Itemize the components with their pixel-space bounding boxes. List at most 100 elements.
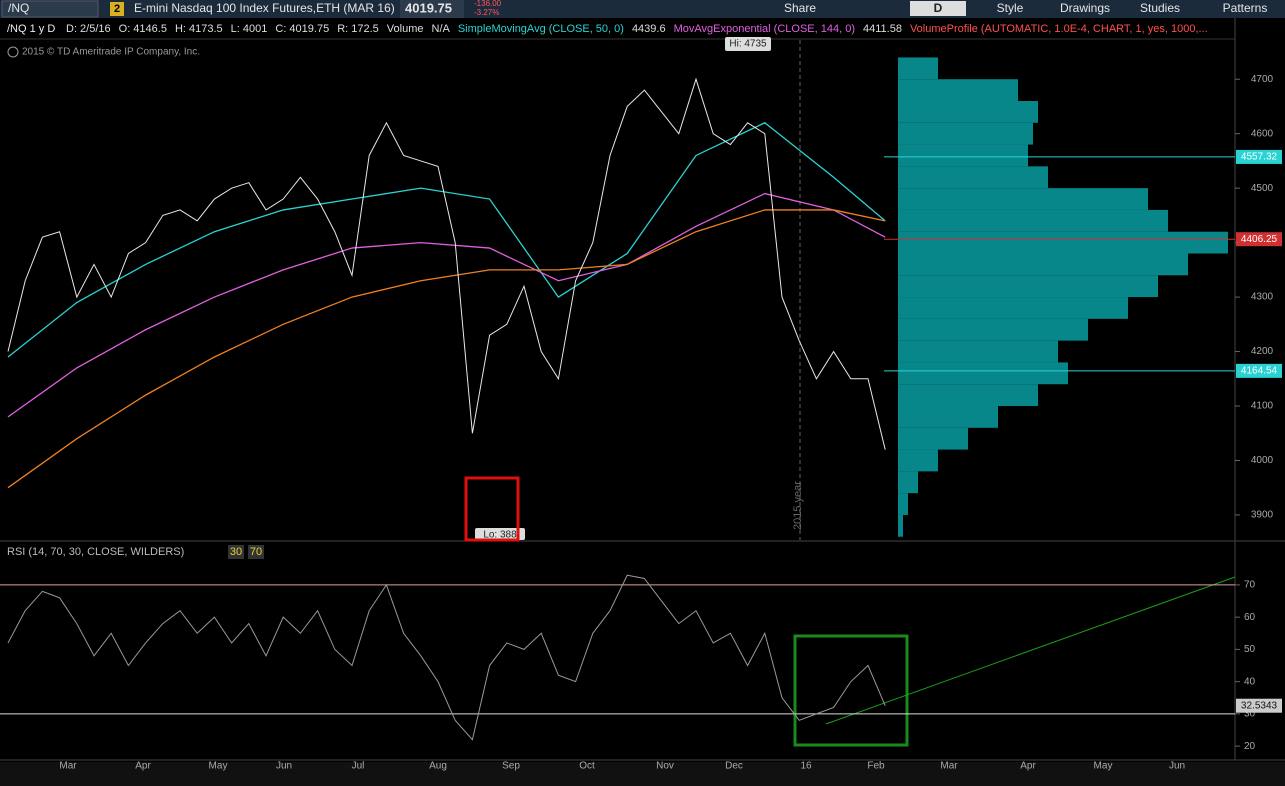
x-tick-label: Jun: [1169, 761, 1185, 772]
volume-profile-bar: [898, 406, 998, 428]
toolbar-button[interactable]: Studies: [1140, 1, 1180, 15]
volume-profile-bar: [898, 493, 908, 515]
low-box: [475, 528, 525, 540]
volume-profile-bar: [898, 362, 1068, 385]
header-field: N/A: [432, 23, 451, 35]
y-tick-label: 70: [1244, 580, 1256, 591]
volume-profile-bar: [898, 231, 1228, 254]
volume-profile-bar: [898, 144, 1028, 167]
header-field: C: 4019.75: [275, 23, 329, 35]
link-badge[interactable]: [110, 2, 124, 16]
study-value: 4411.58: [863, 23, 902, 35]
y-tick-label: 50: [1244, 644, 1256, 655]
price-tag-label: 4557.32: [1241, 152, 1278, 163]
moving-average: [7, 209, 886, 489]
price-line: [7, 77, 886, 450]
volume-profile-bar: [898, 122, 1033, 145]
y-tick-label: 4600: [1251, 128, 1274, 139]
x-tick-label: Apr: [1020, 761, 1036, 772]
header-field: R: 172.5: [337, 23, 379, 35]
header-field: L: 4001: [231, 23, 268, 35]
toolbar-button[interactable]: Style: [997, 1, 1024, 15]
trendline: [825, 576, 1236, 725]
price-tag: [1236, 149, 1282, 164]
toolbar-button[interactable]: D: [934, 1, 943, 15]
price-box: [400, 0, 464, 18]
high-label: Hi: 4735: [729, 39, 767, 50]
x-tick-label: Aug: [429, 761, 447, 772]
price-tag: [1236, 232, 1282, 247]
x-tick-label: Dec: [725, 761, 743, 772]
change: -136.00: [474, 0, 502, 8]
header-field: O: 4146.5: [119, 23, 167, 35]
header-field: H: 4173.5: [175, 23, 223, 35]
x-tick-label: Nov: [656, 761, 674, 772]
price-tag: [1236, 363, 1282, 378]
volume-profile-bar: [898, 297, 1128, 319]
footer: [0, 762, 1285, 786]
volume-profile-bar: [898, 514, 903, 537]
x-tick-label: Apr: [135, 761, 151, 772]
button-box[interactable]: [910, 1, 966, 16]
x-tick-label: Mar: [940, 761, 958, 772]
price-tag-label: 4406.25: [1241, 234, 1278, 245]
study-name: MovAvgExponential (CLOSE, 144, 0): [674, 23, 855, 35]
link: 2: [114, 3, 120, 15]
x-tick-label: Mar: [59, 761, 77, 772]
volume-profile-bar: [898, 209, 1168, 232]
volume-profile-bar: [898, 166, 1048, 189]
moving-average: [7, 122, 886, 358]
toolbar-button[interactable]: Drawings: [1060, 1, 1110, 15]
toolbar-button[interactable]: Patterns: [1223, 1, 1268, 15]
info-icon[interactable]: [7, 46, 19, 58]
volume-profile-bar: [898, 79, 1018, 102]
y-tick-label: 30: [1244, 709, 1256, 720]
symbol-box[interactable]: [1, 0, 99, 18]
low-label: Lo: 388: [483, 530, 517, 541]
description: E-mini Nasdaq 100 Index Futures,ETH (MAR…: [134, 1, 395, 15]
toolbar-button[interactable]: Share: [784, 1, 816, 15]
volume-profile-bar: [898, 275, 1158, 298]
header-field: D: 2/5/16: [66, 23, 111, 35]
symbol: /NQ: [8, 1, 29, 15]
change-pct: -3.27%: [474, 8, 499, 17]
x-tick-label: Feb: [867, 761, 885, 772]
last-price: 4019.75: [405, 0, 452, 15]
header-field: Volume: [387, 23, 424, 35]
volume-profile-bar: [898, 340, 1058, 363]
y-tick-label: 20: [1244, 741, 1256, 752]
high-box: [725, 37, 771, 51]
y-tick-label: 3900: [1251, 510, 1274, 521]
highlight-box: [793, 634, 909, 747]
y-tick-label: 40: [1244, 676, 1256, 687]
rsi-tag: [1236, 698, 1282, 713]
x-tick-label: Jul: [352, 761, 365, 772]
highlight-box: [464, 476, 520, 542]
rsi-tag-label: 32.5343: [1241, 700, 1278, 711]
rsi-line: [7, 574, 886, 741]
y-tick-label: 4500: [1251, 183, 1274, 194]
x-tick-label: Oct: [579, 761, 595, 772]
y-tick-label: 4300: [1251, 292, 1274, 303]
rsi-level-high: 70: [250, 546, 262, 558]
volume-profile-bar: [898, 101, 1038, 123]
volume-profile-bar: [898, 188, 1148, 210]
volume-profile-bar: [898, 318, 1088, 341]
y-tick-label: 4200: [1251, 346, 1274, 357]
x-tick-label: May: [209, 761, 228, 772]
symbol-period: /NQ 1 y D: [7, 23, 55, 35]
volume-profile-bar: [898, 253, 1188, 276]
level-box: [228, 545, 244, 559]
study-name: VolumeProfile (AUTOMATIC, 1.0E-4, CHART,…: [910, 23, 1208, 35]
year-label: 2015 year: [792, 481, 804, 530]
y-tick-label: 4100: [1251, 401, 1274, 412]
moving-average: [7, 192, 886, 418]
level-box: [248, 545, 264, 559]
price-tag-label: 4164.54: [1241, 366, 1278, 377]
study-value: 4439.6: [632, 23, 666, 35]
y-tick-label: 4000: [1251, 455, 1274, 466]
volume-profile-bar: [898, 449, 938, 472]
x-tick-label: Jun: [276, 761, 292, 772]
